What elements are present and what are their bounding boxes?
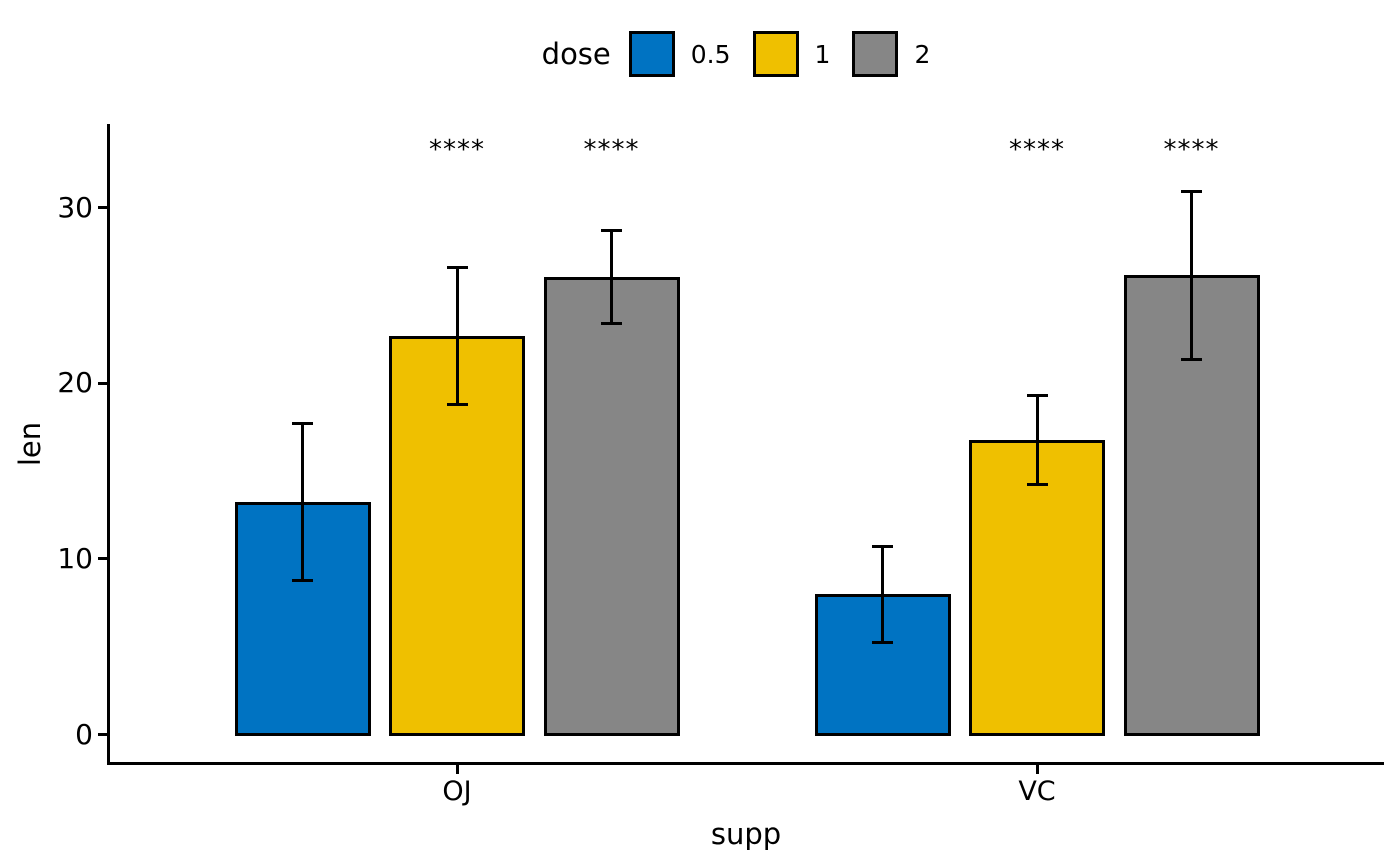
error-bar-vc-dose-1 <box>1035 395 1039 485</box>
error-bar-vc-dose-2 <box>1190 191 1193 360</box>
legend-label-1: 1 <box>814 39 831 69</box>
error-bar-cap-top-vc-dose-1 <box>1026 394 1048 398</box>
y-tick-label: 30 <box>57 190 93 224</box>
error-bar-oj-dose-1 <box>455 267 459 405</box>
error-bar-cap-top-vc-dose-0.5 <box>872 544 893 548</box>
y-tick <box>98 206 107 210</box>
y-tick-label: 0 <box>75 717 93 751</box>
x-axis-title: supp <box>710 817 782 851</box>
significance-label-oj-dose-2: **** <box>583 135 640 165</box>
error-bar-cap-bottom-oj-dose-0.5 <box>292 578 313 582</box>
bar-vc-dose-2 <box>1123 275 1260 736</box>
legend-key-2 <box>852 31 899 77</box>
y-tick <box>98 733 107 736</box>
legend-key-1 <box>752 31 799 77</box>
y-axis-line <box>107 124 110 765</box>
y-tick <box>98 381 107 385</box>
error-bar-cap-bottom-vc-dose-1 <box>1026 482 1048 486</box>
legend-label-0.5: 0.5 <box>690 39 731 69</box>
error-bar-cap-bottom-oj-dose-2 <box>601 321 622 325</box>
y-tick-label: 20 <box>57 366 93 400</box>
x-tick <box>455 765 459 774</box>
legend-title: dose <box>541 37 611 71</box>
error-bar-cap-top-oj-dose-2 <box>601 228 622 232</box>
legend-key-0.5 <box>628 31 675 77</box>
significance-label-vc-dose-1: **** <box>1009 135 1065 165</box>
legend-entry-2: 2 <box>852 31 930 77</box>
error-bar-cap-top-oj-dose-1 <box>446 265 468 269</box>
error-bar-cap-top-oj-dose-0.5 <box>292 422 313 426</box>
legend: dose 0.5 1 2 <box>110 29 1384 79</box>
significance-label-vc-dose-2: **** <box>1163 135 1220 165</box>
x-axis-line <box>107 762 1384 765</box>
error-bar-cap-bottom-vc-dose-0.5 <box>872 641 893 645</box>
legend-entry-0.5: 0.5 <box>628 31 731 77</box>
bar-oj-dose-2 <box>543 276 680 736</box>
y-tick <box>98 557 107 561</box>
legend-entry-1: 1 <box>752 31 831 77</box>
error-bar-cap-bottom-vc-dose-2 <box>1181 358 1202 362</box>
bar-vc-dose-1 <box>969 439 1105 736</box>
error-bar-cap-bottom-oj-dose-1 <box>446 402 468 406</box>
error-bar-cap-top-vc-dose-2 <box>1181 189 1202 193</box>
y-axis-title: len <box>13 421 47 467</box>
error-bar-oj-dose-0.5 <box>301 423 304 581</box>
x-tick <box>1035 765 1039 774</box>
significance-label-oj-dose-1: **** <box>429 135 485 165</box>
x-tick-label: OJ <box>442 776 472 807</box>
x-tick-label: VC <box>1018 776 1056 807</box>
y-tick-label: 10 <box>57 541 93 575</box>
legend-label-2: 2 <box>914 39 931 69</box>
error-bar-vc-dose-0.5 <box>881 546 884 643</box>
error-bar-oj-dose-2 <box>610 230 613 324</box>
